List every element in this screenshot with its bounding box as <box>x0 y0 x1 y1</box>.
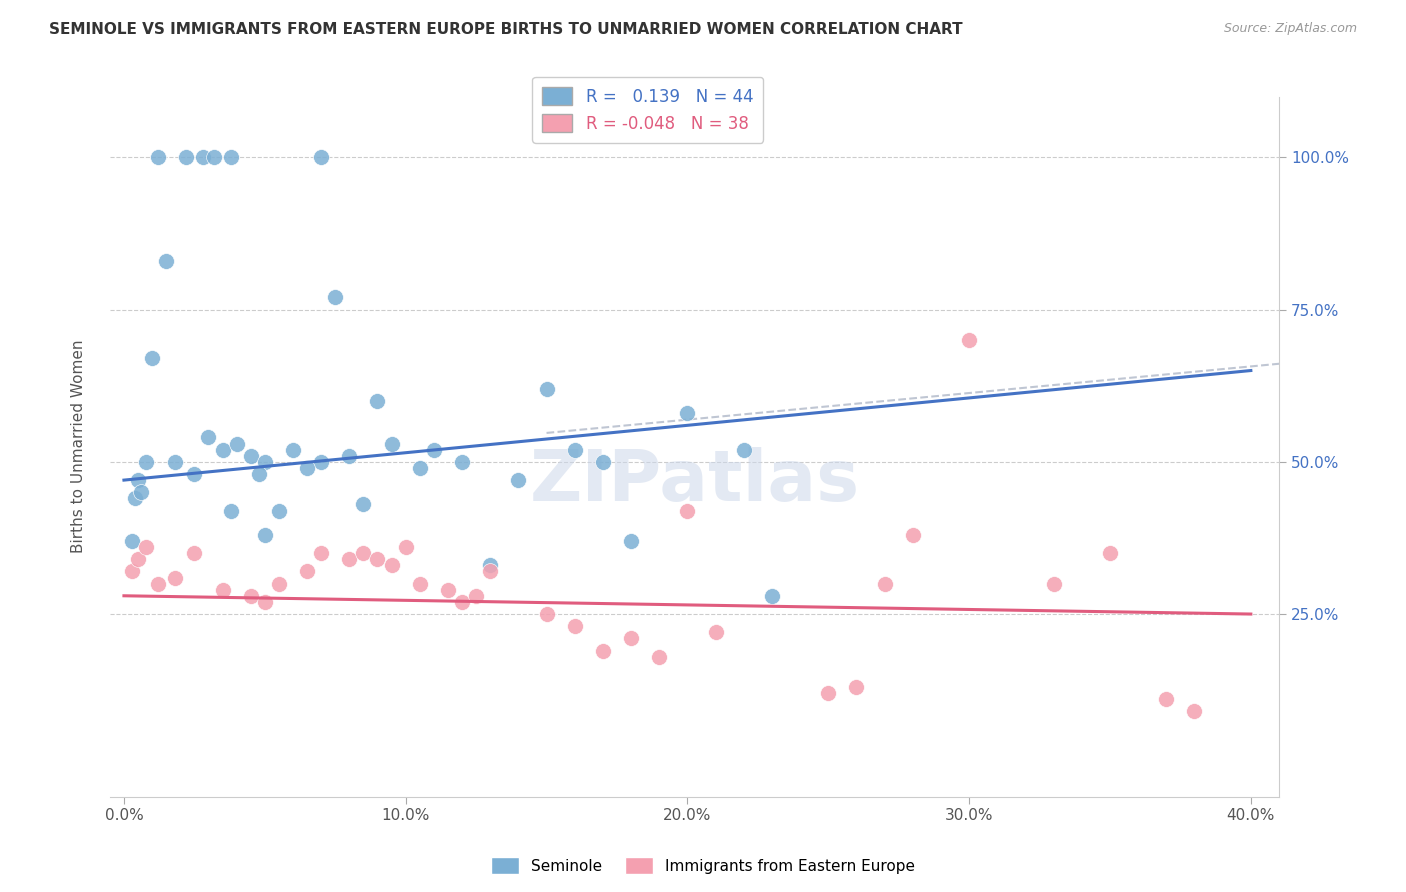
Point <box>141 351 163 366</box>
Point <box>337 449 360 463</box>
Point <box>381 436 404 450</box>
Point <box>183 546 205 560</box>
Point <box>191 151 214 165</box>
Point <box>409 576 432 591</box>
Point <box>295 565 318 579</box>
Point <box>163 455 186 469</box>
Point <box>247 467 270 481</box>
Legend: Seminole, Immigrants from Eastern Europe: Seminole, Immigrants from Eastern Europe <box>485 851 921 880</box>
Point <box>352 546 374 560</box>
Point <box>676 406 699 420</box>
Point <box>124 491 146 506</box>
Point <box>253 595 276 609</box>
Point <box>901 528 924 542</box>
Point <box>135 540 157 554</box>
Point <box>733 442 755 457</box>
Point <box>309 546 332 560</box>
Point <box>253 528 276 542</box>
Point <box>423 442 446 457</box>
Point <box>592 455 614 469</box>
Point <box>479 565 502 579</box>
Point <box>648 649 671 664</box>
Point <box>281 442 304 457</box>
Point <box>817 686 839 700</box>
Point <box>183 467 205 481</box>
Point <box>309 455 332 469</box>
Y-axis label: Births to Unmarried Women: Births to Unmarried Women <box>72 340 86 553</box>
Point <box>163 570 186 584</box>
Point <box>366 394 388 409</box>
Point <box>202 151 225 165</box>
Point <box>564 619 586 633</box>
Point <box>409 461 432 475</box>
Point <box>146 151 169 165</box>
Point <box>219 503 242 517</box>
Point <box>267 503 290 517</box>
Point <box>451 595 474 609</box>
Point <box>381 558 404 573</box>
Point <box>1184 705 1206 719</box>
Point <box>395 540 418 554</box>
Point <box>253 455 276 469</box>
Point <box>620 632 643 646</box>
Point <box>337 552 360 566</box>
Point <box>1042 576 1064 591</box>
Text: Source: ZipAtlas.com: Source: ZipAtlas.com <box>1223 22 1357 36</box>
Point <box>323 290 346 304</box>
Point <box>451 455 474 469</box>
Point <box>536 382 558 396</box>
Point <box>174 151 197 165</box>
Point <box>155 254 177 268</box>
Point <box>197 430 219 444</box>
Text: ZIPatlas: ZIPatlas <box>530 447 859 516</box>
Point <box>1098 546 1121 560</box>
Point <box>135 455 157 469</box>
Point <box>564 442 586 457</box>
Point <box>225 436 247 450</box>
Point <box>309 151 332 165</box>
Point <box>121 565 143 579</box>
Point <box>211 442 233 457</box>
Point <box>352 498 374 512</box>
Point <box>873 576 896 591</box>
Legend: R =   0.139   N = 44, R = -0.048   N = 38: R = 0.139 N = 44, R = -0.048 N = 38 <box>533 77 763 143</box>
Point <box>219 151 242 165</box>
Point <box>761 589 783 603</box>
Point <box>508 473 530 487</box>
Point <box>437 582 460 597</box>
Point <box>211 582 233 597</box>
Point <box>239 589 262 603</box>
Point <box>1156 692 1178 706</box>
Point <box>127 552 149 566</box>
Point <box>479 558 502 573</box>
Point <box>536 607 558 621</box>
Point <box>366 552 388 566</box>
Point <box>127 473 149 487</box>
Point <box>239 449 262 463</box>
Point <box>620 533 643 548</box>
Point <box>704 625 727 640</box>
Point <box>957 333 980 347</box>
Point <box>146 576 169 591</box>
Point <box>267 576 290 591</box>
Point <box>465 589 488 603</box>
Point <box>676 503 699 517</box>
Point <box>121 533 143 548</box>
Point <box>129 485 152 500</box>
Point <box>845 680 868 694</box>
Point <box>592 643 614 657</box>
Point <box>295 461 318 475</box>
Text: SEMINOLE VS IMMIGRANTS FROM EASTERN EUROPE BIRTHS TO UNMARRIED WOMEN CORRELATION: SEMINOLE VS IMMIGRANTS FROM EASTERN EURO… <box>49 22 963 37</box>
